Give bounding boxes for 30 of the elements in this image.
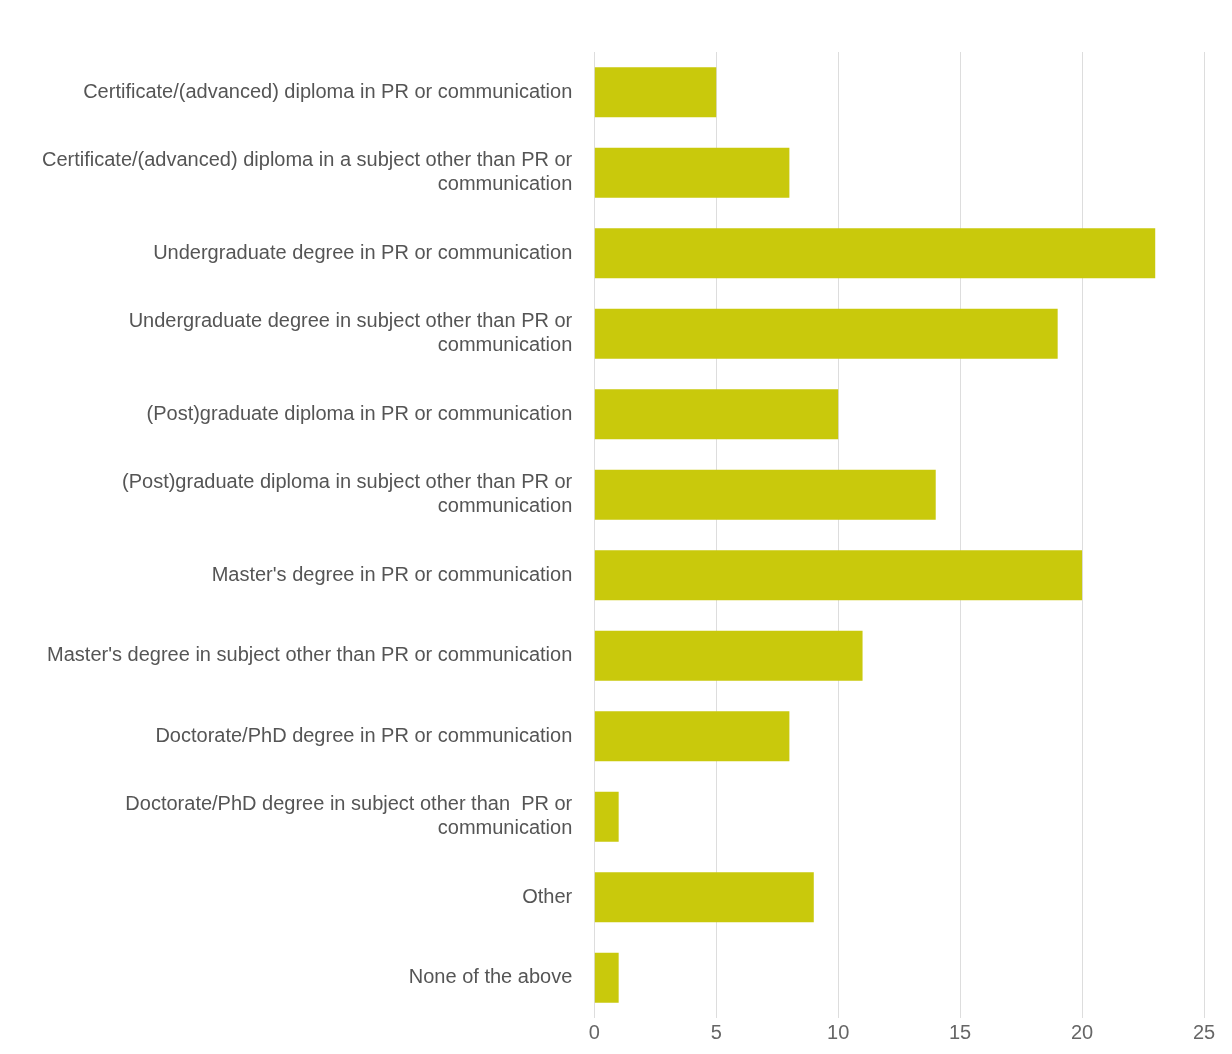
x-tick-label: 15: [948, 1020, 972, 1043]
bar: [594, 308, 1058, 359]
y-tick-label: None of the above: [408, 965, 573, 988]
y-tick-label: Master's degree in subject other than PR or communication: [47, 643, 573, 666]
bar: [594, 630, 863, 681]
bar: [594, 389, 839, 440]
y-tick-label: Certificate/(advanced) diploma in a subject other than PR or communication: [41, 148, 573, 195]
x-tick-label: 25: [1192, 1020, 1216, 1043]
bar: [594, 469, 936, 520]
y-tick-label: Doctorate/PhD degree in subject other than PR or communication: [125, 792, 573, 839]
y-tick-label: (Post)graduate diploma in PR or communication: [146, 401, 573, 424]
bar: [594, 952, 619, 1003]
y-tick-label: Undergraduate degree in subject other than PR or communication: [128, 309, 573, 356]
bar: [594, 791, 619, 842]
bar: [594, 711, 790, 762]
y-tick-label: Other: [522, 884, 573, 907]
y-tick-label: Master's degree in PR or communication: [211, 562, 573, 585]
bar: [594, 550, 1083, 601]
x-tick-label: 20: [1070, 1020, 1094, 1043]
y-tick-label: Certificate/(advanced) diploma in PR or communication: [83, 79, 573, 102]
y-tick-label: (Post)graduate diploma in subject other than PR or communication: [122, 470, 573, 517]
x-tick-label: 10: [827, 1020, 850, 1043]
x-tick-label: 0: [588, 1020, 600, 1043]
bar: [594, 228, 1156, 279]
y-tick-label: Doctorate/PhD degree in PR or communication: [155, 723, 573, 746]
x-tick-label: 5: [710, 1020, 722, 1043]
bar: [594, 147, 790, 198]
bar: [594, 872, 814, 923]
y-tick-label: Undergraduate degree in PR or communication: [153, 240, 573, 263]
bar: [594, 67, 717, 118]
